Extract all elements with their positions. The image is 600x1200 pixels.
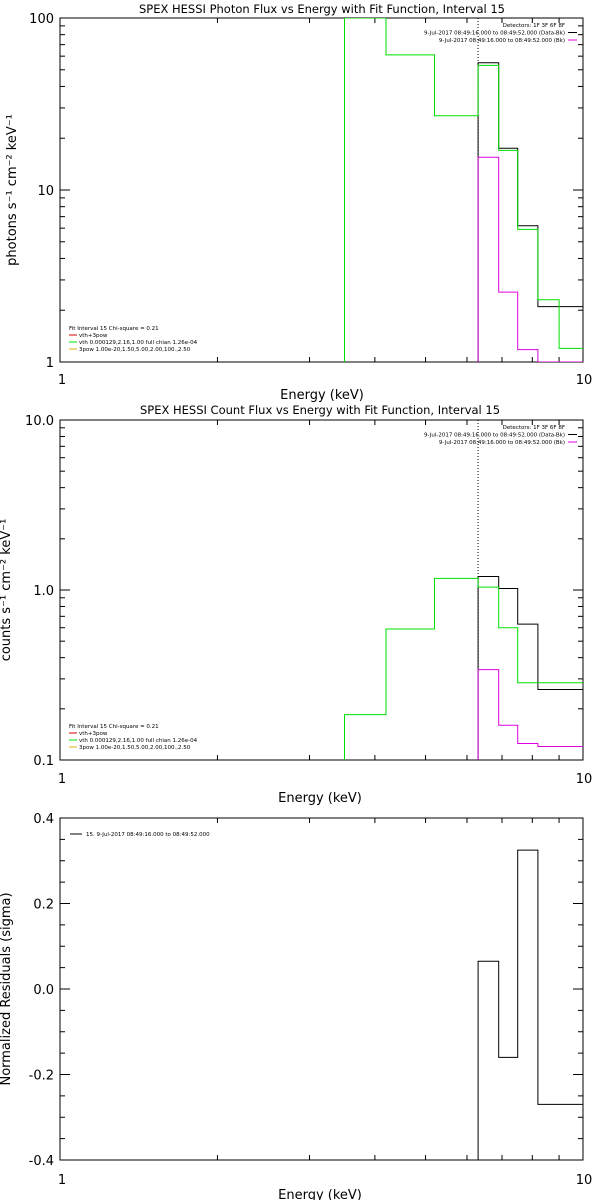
count-flux-y-tick-label: 1.0 (33, 584, 54, 599)
photon-flux-legend-bl-0: Fit Interval 15 Chi-square = 0.21 (69, 326, 159, 332)
photon-flux-legend-bl-2: vth 0.000129,2.16,1.00 full chian 1.26e-… (79, 340, 198, 346)
photon-flux-y-tick-label: 100 (29, 12, 54, 27)
residuals-y-tick-label: -0.2 (29, 1069, 54, 1084)
photon-flux-y-tick-label: 10 (37, 184, 54, 199)
count-flux-series-0 (477, 576, 583, 760)
count-flux-x-axis-label: Energy (keV) (278, 791, 362, 806)
residuals-legend-tl-0: 15. 9-Jul-2017 08:49:16.000 to 08:49:52.… (86, 832, 210, 838)
residuals-y-tick-label: 0.0 (33, 983, 54, 998)
count-flux-y-axis-label: counts s⁻¹ cm⁻² keV⁻¹ (0, 519, 14, 662)
residuals-x-tick-label-10: 10 (576, 1173, 593, 1188)
photon-flux-x-axis-label: Energy (keV) (280, 388, 364, 403)
count-flux-legend-tr-1: 9-Jul-2017 08:49:16.000 to 08:49:52.000 … (424, 433, 565, 439)
photon-flux-x-tick-label-1: 1 (58, 373, 66, 388)
residuals-series-0 (477, 849, 583, 1160)
count-flux-legend-bl-3: 3pow 1.00e-20,1.50,5.00,2.00,100.,2.50 (79, 745, 191, 751)
photon-flux-legend-tr-1: 9-Jul-2017 08:49:16.000 to 08:49:52.000 … (424, 31, 565, 37)
count-flux-series-1 (344, 577, 583, 760)
photon-flux-y-axis-label: photons s⁻¹ cm⁻² keV⁻¹ (5, 114, 20, 266)
photon-flux-legend-tr-0: Detectors: 1F 3F 6F 8F (503, 23, 565, 29)
photon-flux-plot-frame (59, 17, 584, 363)
photon-flux-series-0 (477, 62, 583, 362)
count-flux-x-tick-label-1: 1 (58, 772, 66, 787)
count-flux-y-tick-label: 10.0 (25, 414, 54, 429)
count-flux-legend-tr-0: Detectors: 1F 3F 6F 8F (503, 425, 565, 431)
count-flux-title: SPEX HESSI Count Flux vs Energy with Fit… (140, 403, 500, 417)
photon-flux-title: SPEX HESSI Photon Flux vs Energy with Fi… (139, 2, 505, 16)
count-flux-panel: SPEX HESSI Count Flux vs Energy with Fit… (0, 403, 592, 806)
count-flux-legend-tr-2: 9-Jul-2017 08:49:16.000 to 08:49:52.000 … (439, 440, 565, 446)
photon-flux-legend-bl-1: vth+3pow (79, 333, 108, 339)
residuals-plot-frame (59, 817, 584, 1161)
photon-flux-legend-bl-3: 3pow 1.00e-20,1.50,5.00,2.00,100.,2.50 (79, 347, 191, 353)
count-flux-legend-bl-0: Fit Interval 15 Chi-square = 0.21 (69, 724, 159, 730)
count-flux-legend-bl-1: vth+3pow (79, 731, 108, 737)
photon-flux-x-tick-label-10: 10 (576, 373, 593, 388)
photon-flux-panel: SPEX HESSI Photon Flux vs Energy with Fi… (5, 2, 592, 403)
count-flux-series-2 (477, 669, 583, 760)
residuals-y-axis-label: Normalized Residuals (sigma) (0, 892, 14, 1085)
residuals-y-tick-label: -0.4 (29, 1154, 54, 1169)
count-flux-legend-bl-2: vth 0.000129,2.16,1.00 full chian 1.26e-… (79, 738, 198, 744)
photon-flux-series-2 (477, 156, 583, 362)
residuals-x-axis-label: Energy (keV) (278, 1188, 362, 1200)
photon-flux-series-1 (344, 18, 583, 362)
photon-flux-y-tick-label: 1 (46, 356, 54, 371)
count-flux-plot-frame (59, 419, 584, 761)
residuals-y-tick-label: 0.4 (33, 812, 54, 827)
residuals-y-tick-label: 0.2 (33, 898, 54, 913)
photon-flux-legend-tr-2: 9-Jul-2017 08:49:16.000 to 08:49:52.000 … (439, 38, 565, 44)
count-flux-y-tick-label: 0.1 (33, 754, 54, 769)
residuals-panel: 1 10 Energy (keV) Normalized Residuals (… (0, 812, 592, 1200)
residuals-x-tick-label-1: 1 (58, 1173, 66, 1188)
count-flux-x-tick-label-10: 10 (576, 772, 593, 787)
